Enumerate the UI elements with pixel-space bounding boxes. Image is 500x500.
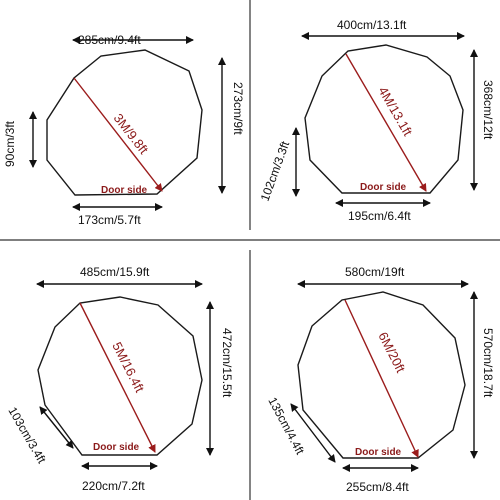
diagonal-arrow xyxy=(345,53,427,192)
panel-3m: 285cm/9.4ft 273cm/9ft 90cm/3ft 173cm/5.7… xyxy=(3,33,245,227)
left-dimension-arrow xyxy=(39,406,74,449)
right-dimension-label: 273cm/9ft xyxy=(231,82,245,135)
door-side-label: Door side xyxy=(360,182,407,193)
left-dimension-label: 102cm/3.3ft xyxy=(258,139,293,203)
left-dimension-label: 90cm/3ft xyxy=(3,120,17,167)
door-side-label: Door side xyxy=(101,185,148,196)
panel-5m: 485cm/15.9ft 472cm/15.5ft 103cm/3.4ft 22… xyxy=(5,265,234,493)
right-dimension-label: 570cm/18.7ft xyxy=(481,328,495,398)
bottom-dimension-label: 195cm/6.4ft xyxy=(348,209,411,223)
panel-6m: 580cm/19ft 570cm/18.7ft 135cm/4.4ft 255c… xyxy=(265,265,495,494)
left-dimension-label: 103cm/3.4ft xyxy=(5,405,49,467)
dodecagon-outline xyxy=(304,44,464,194)
panel-4m: 400cm/13.1ft 368cm/12ft 102cm/3.3ft 195c… xyxy=(258,18,495,223)
diagonal-label: 5M/16.4ft xyxy=(109,340,147,395)
left-dimension-arrow xyxy=(290,403,336,463)
diagonal-label: 6M/20ft xyxy=(375,330,408,376)
right-dimension-label: 472cm/15.5ft xyxy=(220,328,234,398)
bottom-dimension-label: 220cm/7.2ft xyxy=(82,479,145,493)
diagonal-label: 4M/13.1ft xyxy=(375,84,415,139)
diagonal-arrow xyxy=(73,77,163,192)
left-dimension-label: 135cm/4.4ft xyxy=(265,395,307,458)
top-dimension-label: 485cm/15.9ft xyxy=(80,265,150,279)
bottom-dimension-label: 255cm/8.4ft xyxy=(346,480,409,494)
top-dimension-label: 285cm/9.4ft xyxy=(78,33,141,47)
door-side-label: Door side xyxy=(355,447,402,458)
dodecagon-outline xyxy=(297,291,466,459)
top-dimension-label: 400cm/13.1ft xyxy=(337,18,407,32)
bottom-dimension-label: 173cm/5.7ft xyxy=(78,213,141,227)
diagonal-arrow xyxy=(344,299,419,458)
door-side-label: Door side xyxy=(93,442,140,453)
top-dimension-label: 580cm/19ft xyxy=(345,265,405,279)
right-dimension-label: 368cm/12ft xyxy=(481,80,495,140)
diagonal-arrow xyxy=(79,302,156,453)
dodecagon-outline xyxy=(37,296,203,456)
dodecagon-outline xyxy=(46,49,203,196)
